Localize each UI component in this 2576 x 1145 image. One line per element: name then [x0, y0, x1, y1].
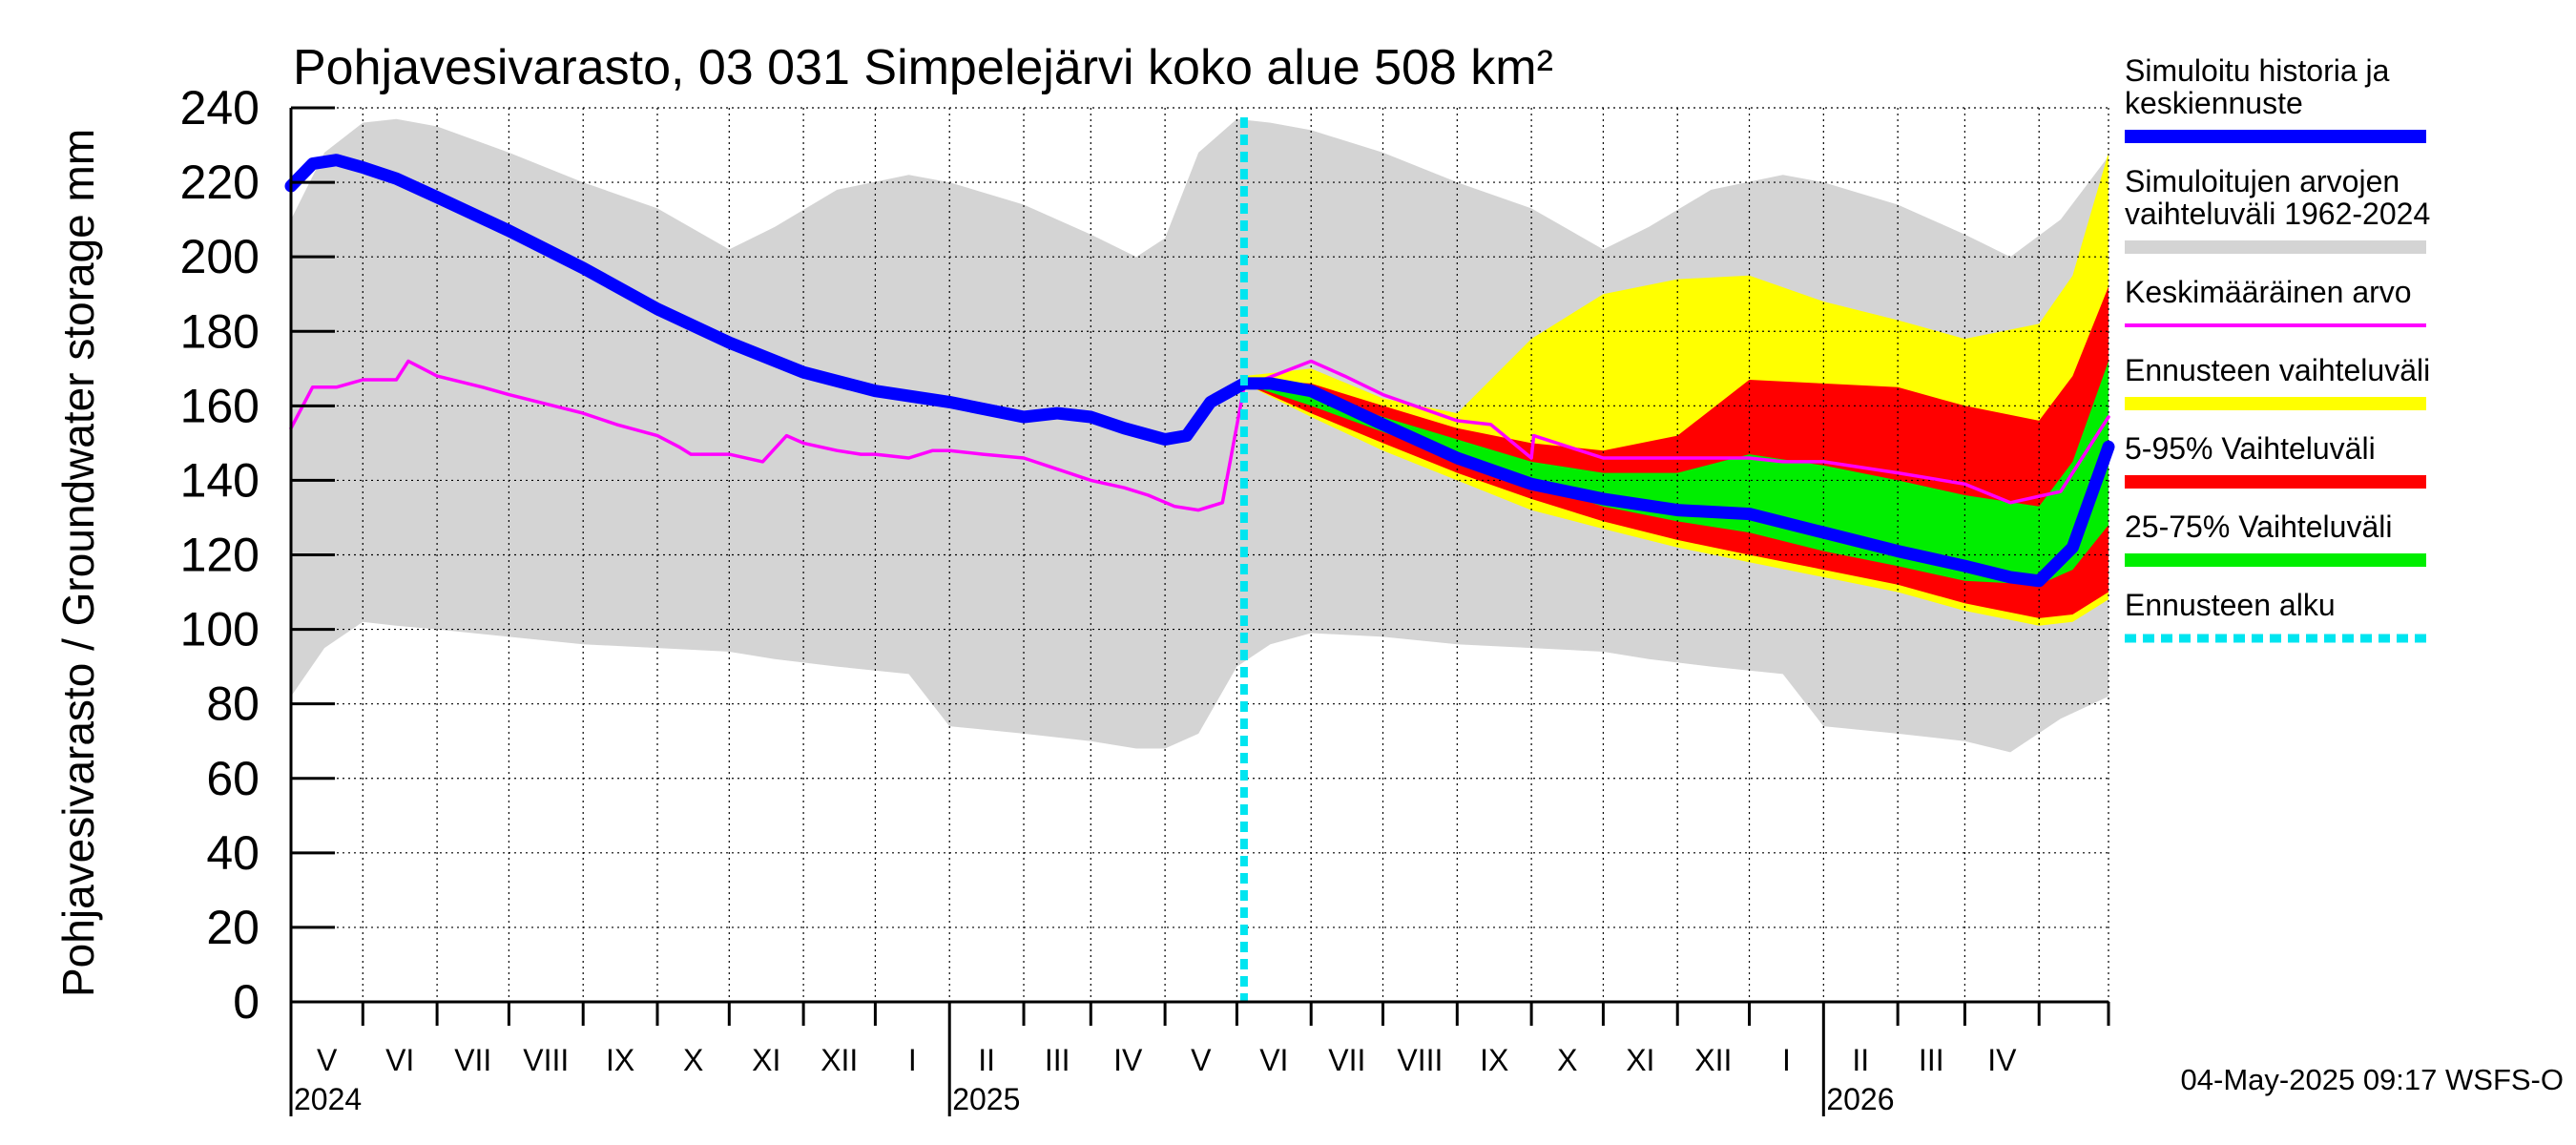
- lines-layer: [284, 117, 2115, 1002]
- legend-label: 5-95% Vaihteluväli: [2125, 431, 2376, 466]
- year-label: 2025: [952, 1082, 1020, 1116]
- y-tick-label: 220: [180, 156, 260, 209]
- month-label: VII: [454, 1043, 491, 1077]
- month-label: III: [1919, 1043, 1944, 1077]
- y-tick-label: 80: [206, 677, 260, 731]
- month-label: II: [978, 1043, 995, 1077]
- month-label: VI: [1259, 1043, 1288, 1077]
- legend-label: vaihteluväli 1962-2024: [2125, 197, 2430, 231]
- month-label: V: [1191, 1043, 1212, 1077]
- y-tick-label: 140: [180, 453, 260, 507]
- month-label: IV: [1987, 1043, 2017, 1077]
- y-tick-label: 20: [206, 901, 260, 954]
- y-tick-label: 240: [180, 81, 260, 135]
- legend-label: 25-75% Vaihteluväli: [2125, 510, 2392, 544]
- month-label: V: [317, 1043, 338, 1077]
- month-label: IV: [1113, 1043, 1143, 1077]
- band-area-3: [1243, 361, 2109, 585]
- month-label: VIII: [523, 1043, 569, 1077]
- month-label: X: [683, 1043, 703, 1077]
- legend-label: Ennusteen vaihteluväli: [2125, 353, 2430, 387]
- band-area-0: [291, 118, 2109, 753]
- month-label: I: [1782, 1043, 1791, 1077]
- y-tick-label: 120: [180, 529, 260, 582]
- month-label: X: [1557, 1043, 1577, 1077]
- month-label: VII: [1328, 1043, 1365, 1077]
- timestamp-footer: 04-May-2025 09:17 WSFS-O: [2181, 1063, 2564, 1096]
- month-label: VI: [385, 1043, 414, 1077]
- month-label: XI: [752, 1043, 780, 1077]
- mean-value-line: [289, 359, 2110, 512]
- simulated-history-line: [284, 154, 2115, 588]
- y-tick-label: 200: [180, 230, 260, 283]
- year-label: 2026: [1826, 1082, 1894, 1116]
- y-axis-label: Pohjavesivarasto / Groundwater storage m…: [53, 129, 103, 997]
- legend-label: keskiennuste: [2125, 86, 2303, 120]
- month-label: I: [908, 1043, 917, 1077]
- legend-label: Simuloitujen arvojen: [2125, 164, 2399, 198]
- y-tick-label: 40: [206, 826, 260, 880]
- bands-layer: [291, 118, 2109, 753]
- grid-layer: [291, 107, 2109, 1002]
- y-tick-label: 180: [180, 304, 260, 358]
- y-tick-label: 100: [180, 603, 260, 656]
- month-label: IX: [1480, 1043, 1508, 1077]
- chart-title: Pohjavesivarasto, 03 031 Simpelejärvi ko…: [293, 40, 1553, 95]
- month-label: VIII: [1397, 1043, 1443, 1077]
- month-label: XI: [1626, 1043, 1654, 1077]
- month-label: II: [1852, 1043, 1869, 1077]
- legend-label: Simuloitu historia ja: [2125, 53, 2390, 88]
- year-label: 2024: [294, 1082, 362, 1116]
- y-tick-label: 0: [233, 975, 260, 1029]
- month-label: III: [1045, 1043, 1070, 1077]
- y-tick-label: 60: [206, 752, 260, 805]
- month-label: XII: [821, 1043, 858, 1077]
- y-tick-label: 160: [180, 379, 260, 432]
- month-label: XII: [1694, 1043, 1732, 1077]
- month-label: IX: [606, 1043, 634, 1077]
- legend-label: Keskimääräinen arvo: [2125, 275, 2412, 309]
- legend-label: Ennusteen alku: [2125, 588, 2336, 622]
